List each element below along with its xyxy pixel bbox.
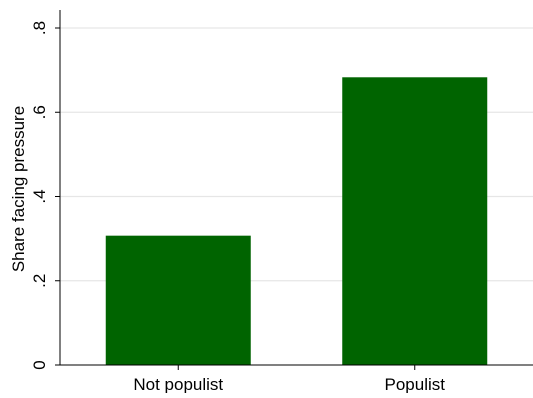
axes: 0 .2 .4 .6 .8 Not populist Populist (30, 10, 533, 394)
y-tick-label: .8 (30, 21, 49, 35)
bars (105, 77, 488, 365)
bar-populist (342, 77, 488, 365)
y-tick-label: .2 (30, 274, 49, 288)
y-tick-label: .4 (30, 189, 49, 203)
y-tick-label: 0 (30, 360, 49, 369)
x-tick-label: Not populist (133, 375, 223, 393)
y-axis-label: Share facing pressure (9, 106, 28, 272)
y-tick-label: .6 (30, 105, 49, 119)
bar-not-populist (105, 235, 251, 365)
x-tick-label: Populist (385, 375, 446, 393)
